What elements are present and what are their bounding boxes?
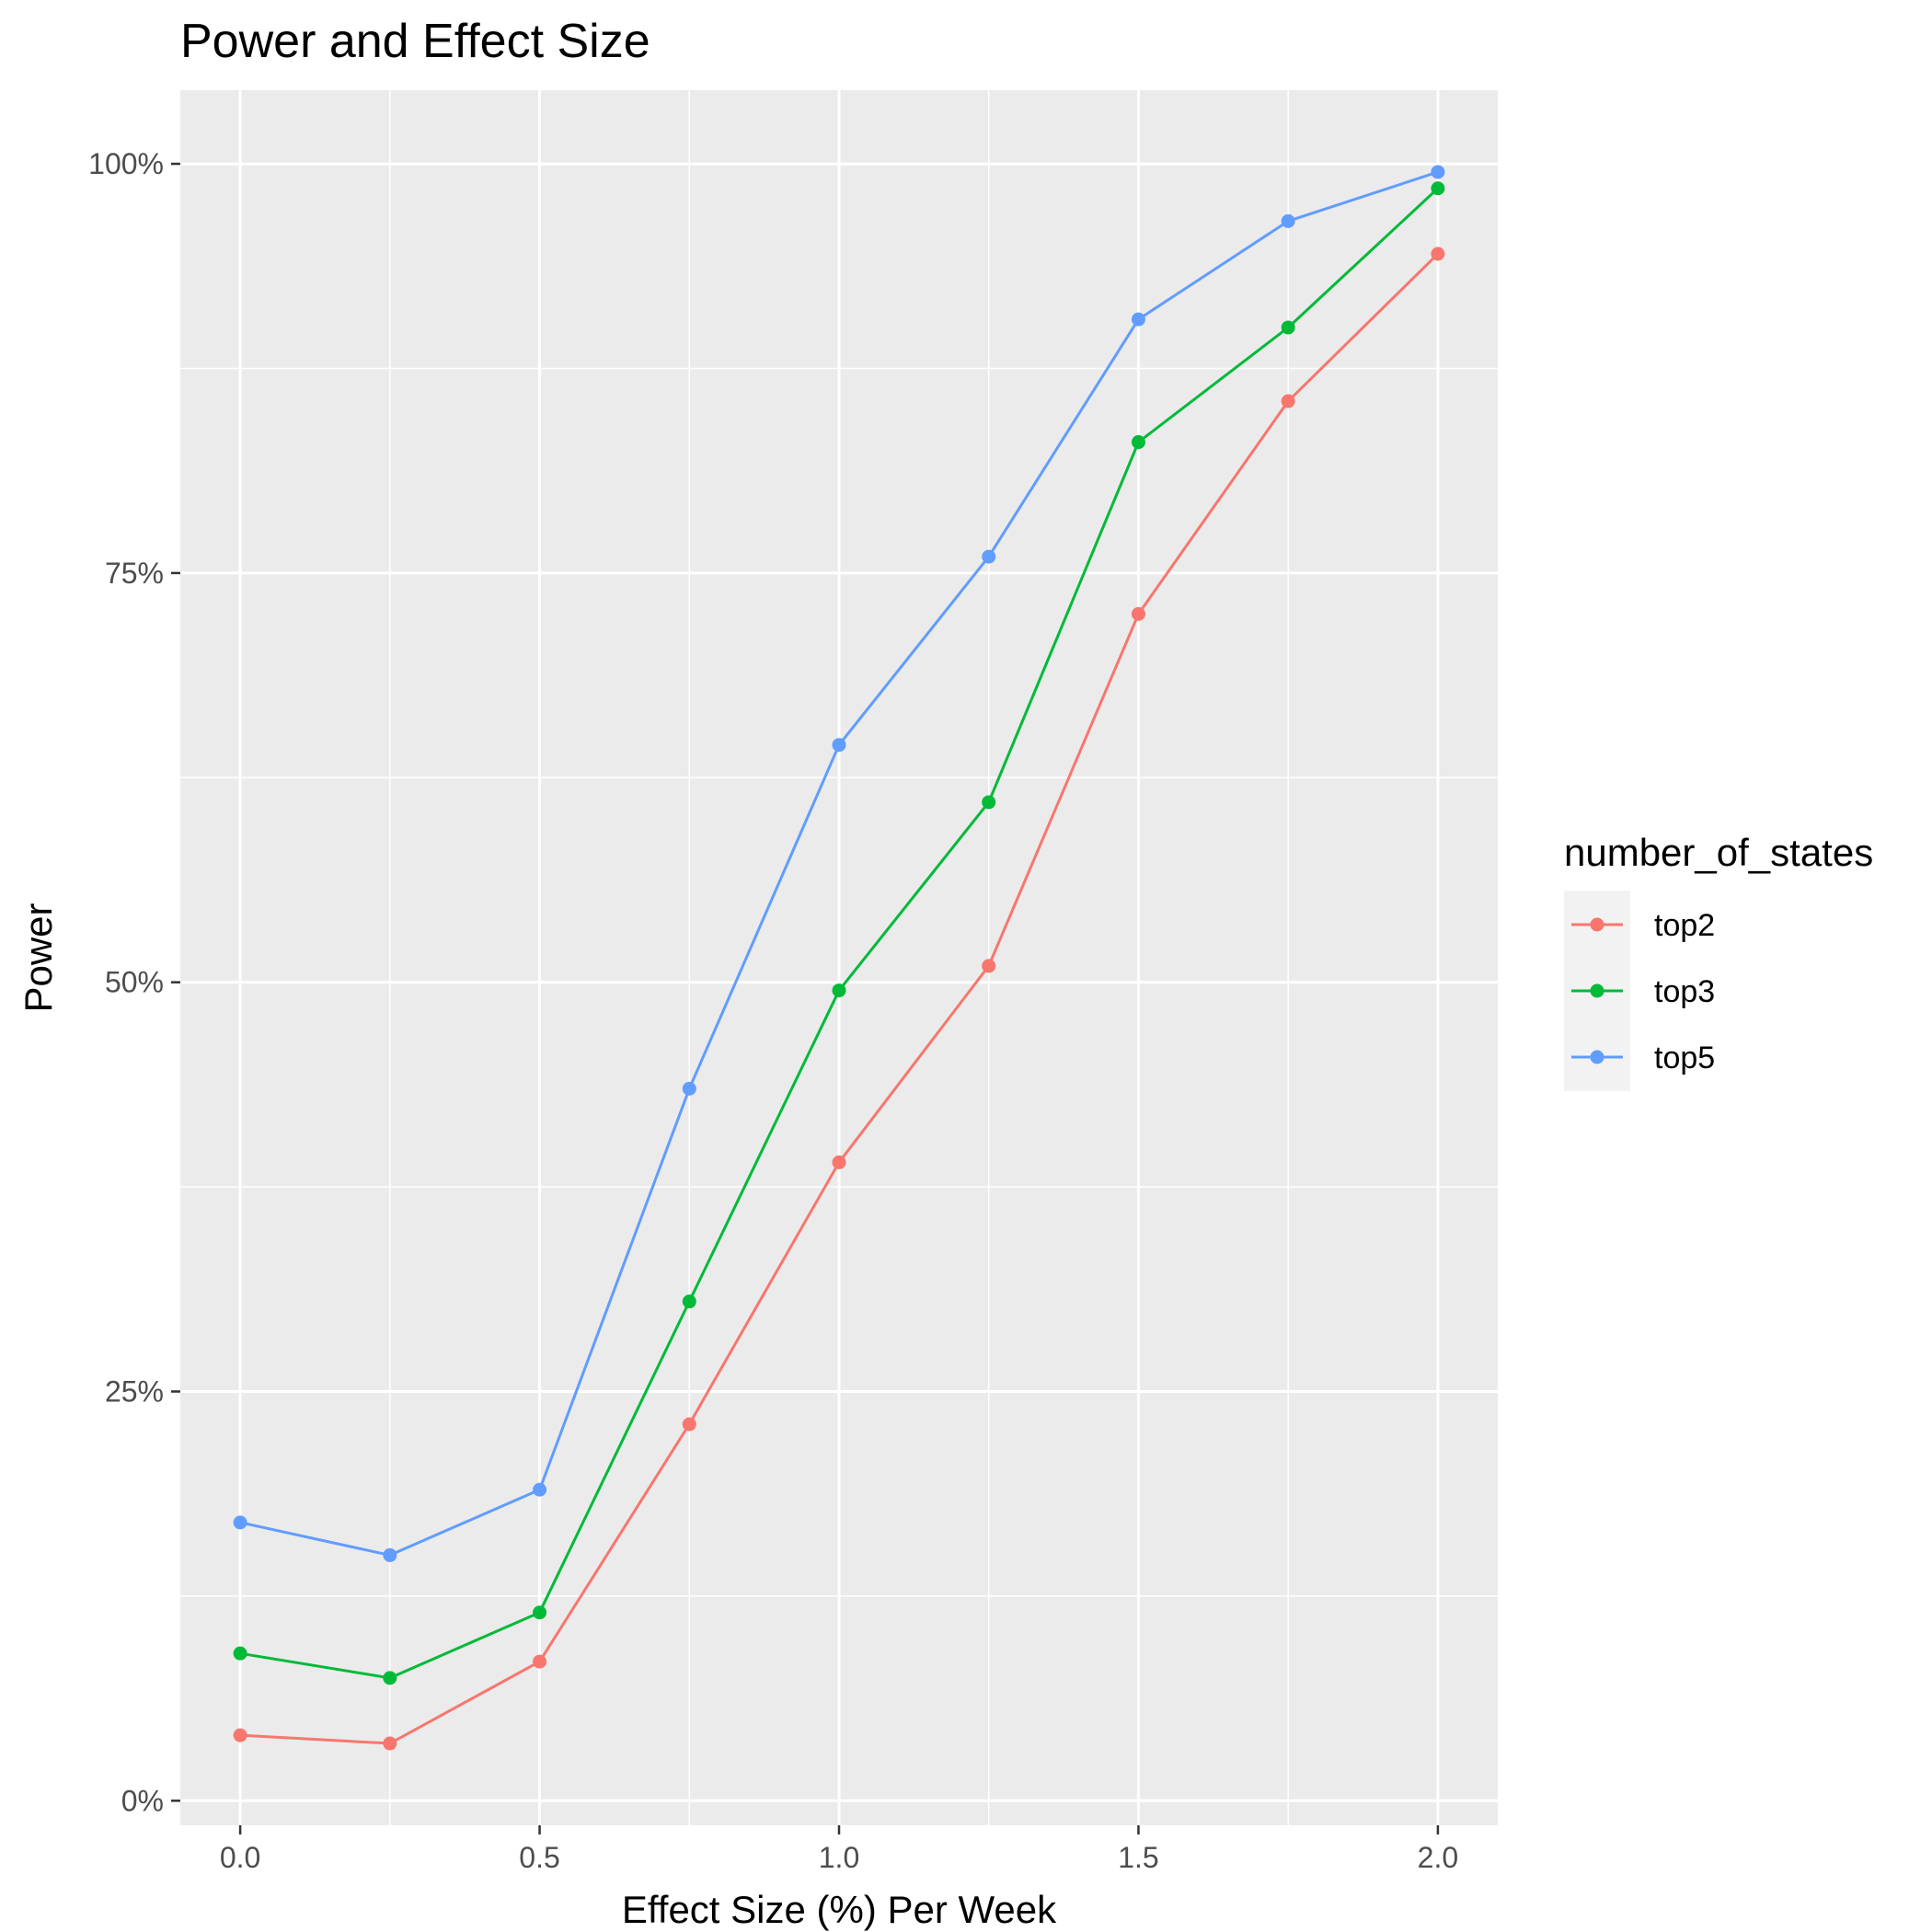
data-point-top5 [1431,165,1444,178]
data-point-top3 [683,1294,696,1308]
data-point-top2 [234,1729,247,1742]
data-point-top5 [1132,313,1145,327]
data-point-top3 [1282,320,1295,334]
legend-label-top3: top3 [1654,974,1715,1009]
data-point-top3 [533,1605,546,1619]
data-point-top5 [833,738,846,752]
x-axis: 0.0 0.5 1.0 1.5 2.0 [220,1825,1458,1874]
legend-key-point-top2 [1591,918,1604,932]
data-point-top5 [683,1082,696,1096]
x-tick-label: 1.5 [1118,1841,1158,1874]
y-tick-label: 0% [121,1784,164,1817]
y-axis-title: Power [17,903,60,1012]
data-point-top2 [982,959,995,972]
data-point-top2 [533,1655,546,1669]
x-tick-label: 0.5 [519,1841,559,1874]
data-point-top3 [383,1671,397,1685]
data-point-top2 [383,1737,397,1751]
legend-key-point-top3 [1591,984,1604,998]
y-tick-label: 75% [105,557,164,590]
data-point-top3 [234,1647,247,1661]
data-point-top2 [833,1156,846,1169]
x-tick-label: 1.0 [819,1841,859,1874]
data-point-top2 [1431,247,1444,260]
x-tick-label: 0.0 [220,1841,260,1874]
data-point-top5 [982,550,995,564]
data-point-top3 [1431,181,1444,195]
x-tick-label: 2.0 [1418,1841,1458,1874]
data-point-top3 [833,983,846,997]
y-tick-label: 100% [88,147,164,180]
data-point-top2 [1132,607,1145,621]
data-point-top5 [383,1548,397,1562]
data-point-top5 [234,1515,247,1529]
legend-label-top2: top2 [1654,908,1715,943]
legend-label-top5: top5 [1654,1041,1715,1075]
data-point-top5 [533,1483,546,1497]
data-point-top3 [1132,435,1145,449]
y-axis: 0% 25% 50% 75% 100% [88,147,180,1817]
data-point-top3 [982,795,995,809]
data-point-top2 [1282,395,1295,408]
chart-title: Power and Effect Size [180,15,650,68]
data-point-top5 [1282,214,1295,228]
legend: number_of_states top2 top3 top5 [1564,831,1873,1091]
legend-key-point-top5 [1591,1051,1604,1064]
x-axis-title: Effect Size (%) Per Week [622,1888,1057,1931]
data-point-top2 [683,1418,696,1432]
y-tick-label: 25% [105,1375,164,1409]
y-tick-label: 50% [105,966,164,999]
legend-title: number_of_states [1564,831,1873,874]
